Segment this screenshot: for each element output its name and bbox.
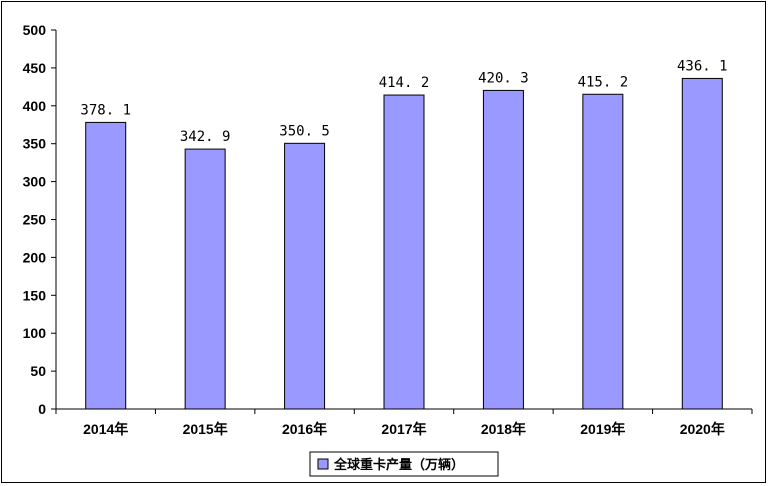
data-label: 414. 2 [379, 75, 430, 91]
y-tick-label: 0 [38, 401, 46, 417]
y-tick-label: 50 [30, 363, 46, 379]
x-tick-label: 2016年 [282, 421, 327, 437]
y-tick-label: 350 [23, 136, 47, 152]
y-tick-label: 450 [23, 60, 47, 76]
data-label: 415. 2 [578, 74, 629, 90]
x-tick-label: 2015年 [183, 421, 228, 437]
data-label: 436. 1 [677, 58, 728, 74]
legend-swatch [317, 458, 329, 470]
y-tick-label: 250 [23, 212, 47, 228]
y-tick-label: 100 [23, 325, 47, 341]
bar [184, 148, 226, 410]
legend-label: 全球重卡产量（万辆） [333, 457, 464, 473]
y-tick-label: 150 [23, 287, 47, 303]
x-tick-label: 2017年 [381, 421, 426, 437]
bar [681, 77, 723, 410]
legend-box [309, 451, 499, 477]
x-tick-label: 2014年 [83, 421, 128, 437]
bar [383, 94, 425, 410]
bar [85, 121, 127, 410]
x-tick-label: 2020年 [680, 421, 725, 437]
bar [284, 142, 326, 410]
y-tick-label: 200 [23, 249, 47, 265]
data-label: 350. 5 [279, 123, 330, 139]
bar [482, 89, 524, 410]
data-label: 342. 9 [180, 129, 231, 145]
data-label: 378. 1 [80, 102, 131, 118]
y-tick-label: 400 [23, 98, 47, 114]
x-tick-label: 2019年 [580, 421, 625, 437]
x-tick-label: 2018年 [481, 421, 526, 437]
bar [582, 93, 624, 410]
y-tick-label: 500 [23, 22, 47, 38]
y-tick-label: 300 [23, 174, 47, 190]
data-label: 420. 3 [478, 70, 529, 86]
